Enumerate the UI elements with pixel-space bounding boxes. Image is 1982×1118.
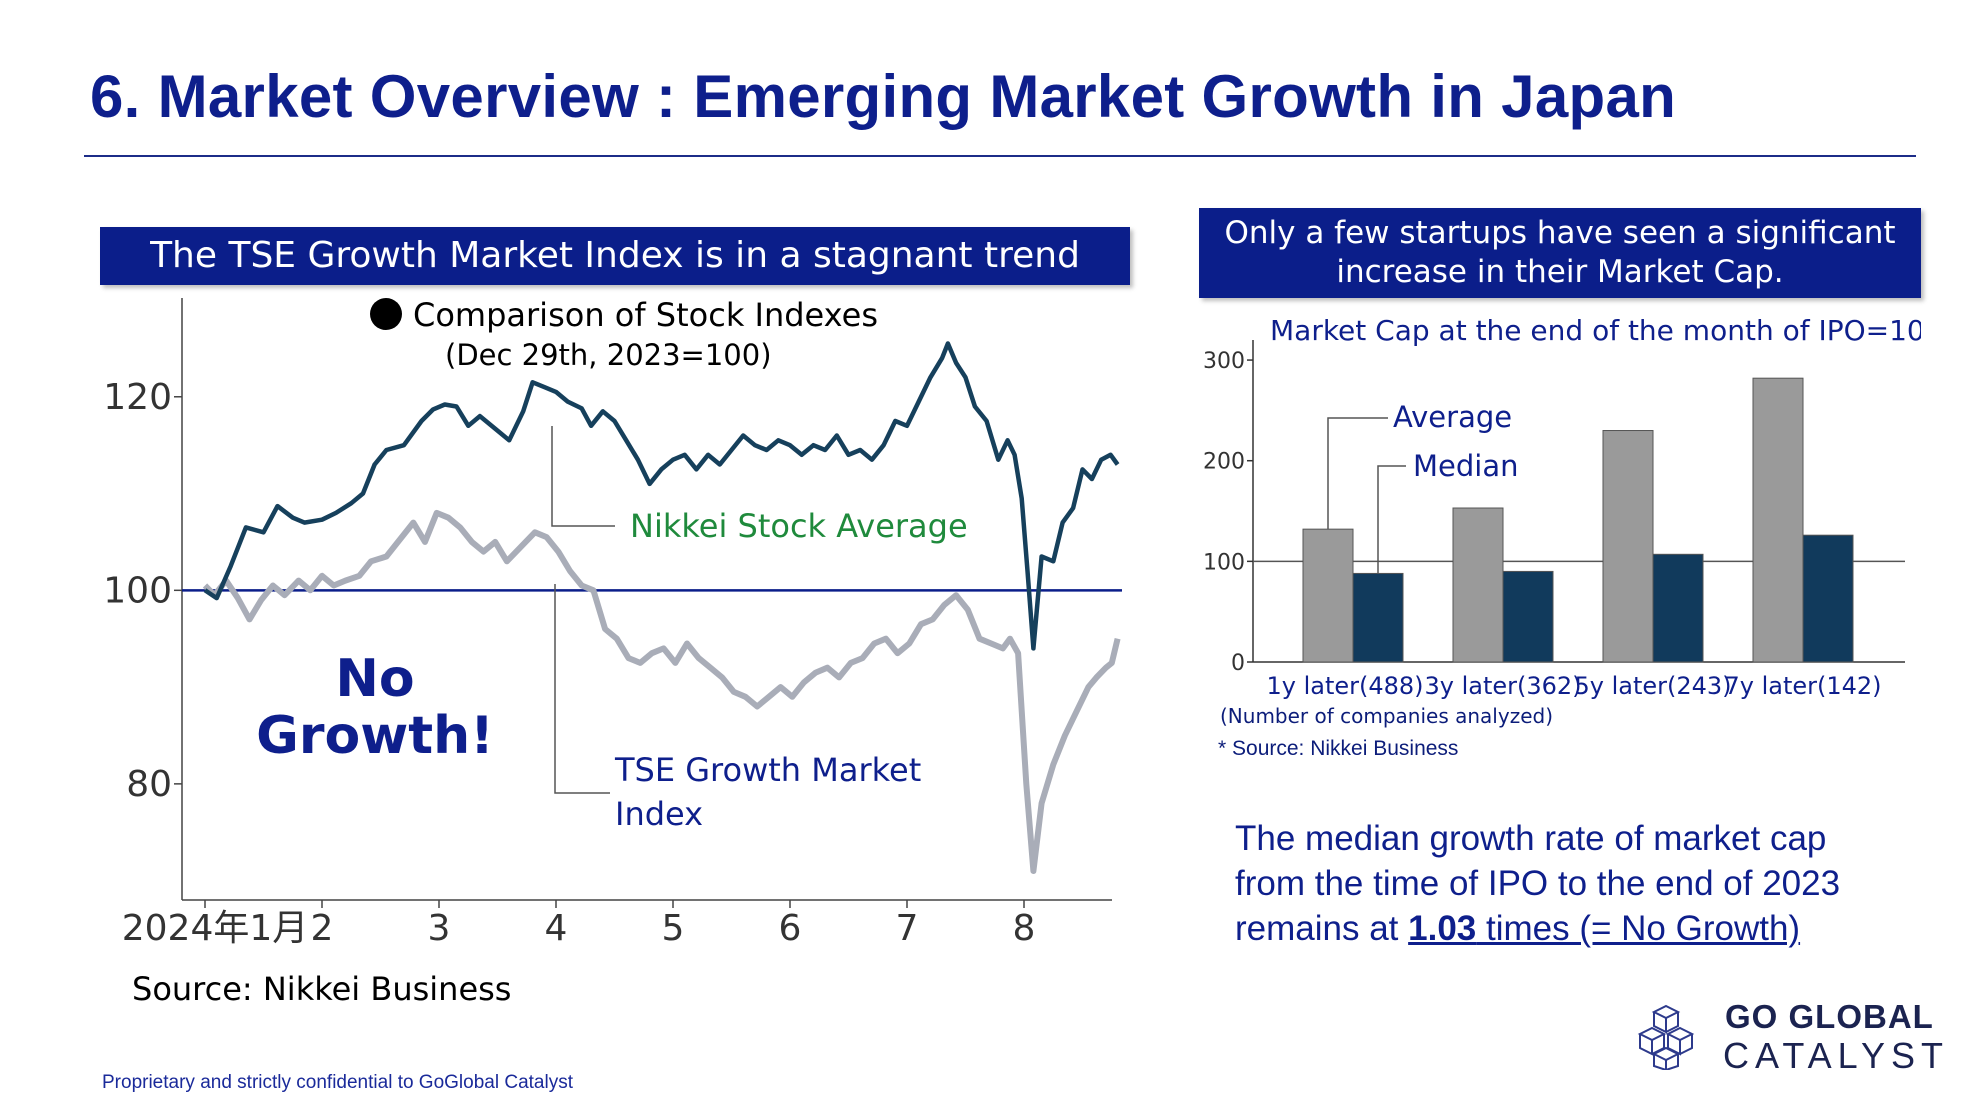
tse-series-label-line2: Index — [615, 795, 703, 833]
average-bar — [1302, 528, 1354, 663]
tse-leader-line — [554, 584, 610, 794]
x-tick-label: 4 — [545, 908, 568, 949]
tse-growth-line — [202, 509, 1121, 874]
y-tick-label: 300 — [1203, 349, 1245, 374]
x-tick-label: 6 — [779, 908, 802, 949]
title-divider — [84, 155, 1916, 157]
summary-value: 1.03 — [1408, 909, 1477, 948]
median-bar — [1502, 570, 1554, 663]
x-tick-label: 7 — [896, 908, 919, 949]
slide-title: 6. Market Overview : Emerging Market Gro… — [90, 63, 1677, 130]
market-cap-bar-chart: 0 100 200 300 Market Cap at the end of the … — [1203, 314, 1921, 700]
confidential-footer: Proprietary and strictly confidential to… — [102, 1072, 573, 1093]
logo-wordmark-bottom: CATALYST — [1723, 1035, 1950, 1076]
median-bar — [1802, 534, 1854, 663]
tse-series-label-line1: TSE Growth Market — [614, 751, 921, 789]
right-panel-banner: Only a few startups have seen a signific… — [1199, 208, 1921, 298]
median-leader-line — [1377, 465, 1406, 574]
nikkei-series-label: Nikkei Stock Average — [630, 507, 968, 545]
right-banner-line1: Only a few startups have seen a signific… — [1224, 215, 1896, 251]
x-category-label: 3y later(362) — [1424, 672, 1581, 700]
x-tick-label: 5 — [662, 908, 685, 949]
right-banner-line2: increase in their Market Cap. — [1336, 254, 1784, 290]
line-chart-labels: Comparison of Stock Indexes (Dec 29th, 20… — [256, 296, 967, 833]
line-chart-series — [202, 341, 1121, 874]
summary-line2: from the time of IPO to the end of 2023 — [1235, 864, 1841, 903]
average-legend-label: Average — [1393, 400, 1512, 434]
x-tick-label: 2 — [311, 908, 334, 949]
line-chart-title: Comparison of Stock Indexes — [413, 296, 878, 334]
summary-line3: remains at 1.03 times (= No Growth) — [1235, 906, 1895, 951]
nikkei-line — [203, 341, 1120, 651]
x-tick-label: 2024年1月 — [122, 908, 309, 949]
median-bar — [1652, 553, 1704, 663]
no-growth-label-line1: No — [335, 649, 414, 709]
average-leader-line — [1327, 417, 1388, 530]
left-panel-banner: The TSE Growth Market Index is in a stag… — [100, 227, 1130, 285]
bar-chart-title: Market Cap at the end of the month of IP… — [1270, 314, 1921, 347]
right-chart-source: * Source: Nikkei Business — [1218, 737, 1459, 760]
stock-index-line-chart: 80 100 120 2024年1月 2 3 4 5 6 7 8 Comparison of Sto… — [103, 296, 1122, 949]
logo-wordmark-top: GO GLOBAL — [1725, 998, 1934, 1035]
bullet-icon — [370, 298, 402, 330]
summary-line1: The median growth rate of market cap — [1235, 819, 1827, 858]
left-chart-source: Source: Nikkei Business — [132, 970, 512, 1008]
y-tick-label: 0 — [1231, 651, 1245, 676]
y-tick-label: 120 — [103, 377, 172, 418]
cube-cluster-icon — [1637, 1004, 1695, 1070]
y-tick-label: 100 — [103, 570, 172, 611]
x-category-label: 7y later(142) — [1724, 672, 1881, 700]
average-bar — [1602, 430, 1654, 663]
y-tick-label: 100 — [1203, 550, 1245, 575]
line-chart-subtitle: (Dec 29th, 2023=100) — [445, 338, 772, 372]
nikkei-leader-line — [551, 426, 615, 527]
line-chart-axes: 80 100 120 2024年1月 2 3 4 5 6 7 8 — [103, 298, 1112, 949]
average-bar — [1452, 507, 1504, 663]
x-category-label: 1y later(488) — [1266, 672, 1423, 700]
median-bar — [1352, 572, 1404, 663]
summary-line3-prefix: remains at — [1235, 909, 1409, 948]
average-bar — [1752, 377, 1804, 663]
bar-chart-labels: Market Cap at the end of the month of IP… — [1266, 314, 1921, 700]
companies-analyzed-note: (Number of companies analyzed) — [1220, 704, 1553, 728]
y-tick-label: 80 — [126, 764, 172, 805]
y-tick-label: 200 — [1203, 450, 1245, 475]
bar-chart-bars — [1302, 377, 1854, 663]
summary-line3-suffix: times (= No Growth) — [1476, 909, 1801, 948]
x-category-label: 5y later(243) — [1574, 672, 1731, 700]
summary-text: The median growth rate of market cap fro… — [1235, 816, 1895, 951]
x-tick-label: 3 — [428, 908, 451, 949]
x-tick-label: 8 — [1013, 908, 1036, 949]
no-growth-label-line2: Growth! — [256, 706, 494, 766]
median-legend-label: Median — [1413, 449, 1518, 483]
